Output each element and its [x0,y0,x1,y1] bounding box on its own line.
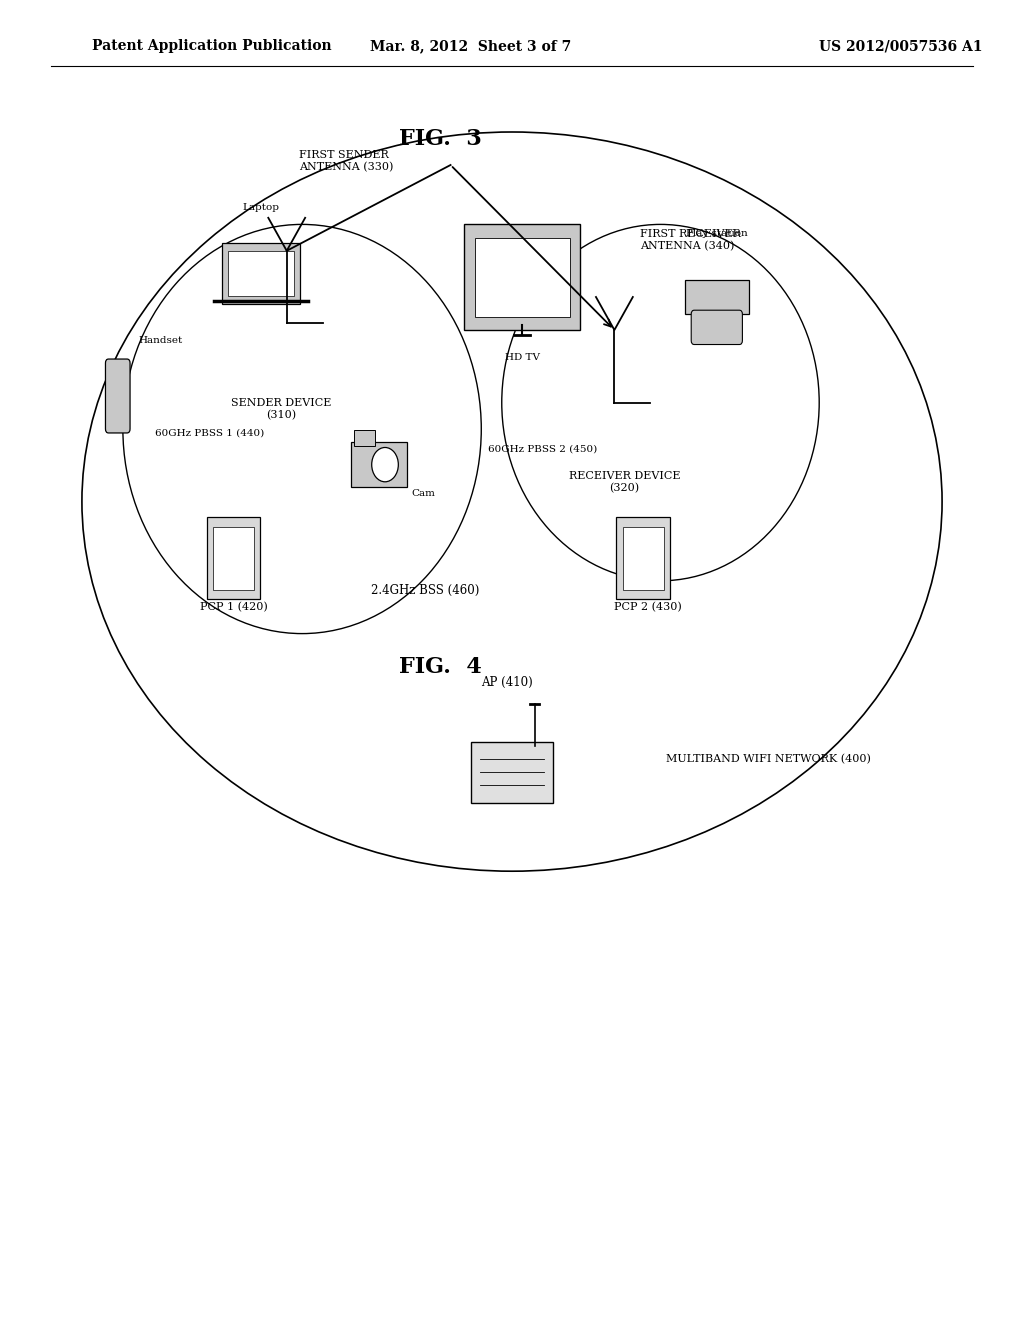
FancyBboxPatch shape [465,224,580,330]
FancyBboxPatch shape [207,517,260,599]
FancyBboxPatch shape [222,243,300,304]
FancyBboxPatch shape [685,280,749,314]
Text: MULTIBAND WIFI NETWORK (400): MULTIBAND WIFI NETWORK (400) [666,754,870,764]
FancyBboxPatch shape [623,527,664,590]
FancyBboxPatch shape [475,238,569,317]
Text: Play station: Play station [686,230,748,238]
FancyBboxPatch shape [105,359,130,433]
Text: FIRST RECEIVER
ANTENNA (340): FIRST RECEIVER ANTENNA (340) [640,230,741,251]
FancyBboxPatch shape [213,527,254,590]
Text: Laptop: Laptop [243,203,280,211]
Text: Patent Application Publication: Patent Application Publication [92,40,332,53]
Text: RECEIVER DEVICE
(320): RECEIVER DEVICE (320) [569,471,680,492]
Text: AP (410): AP (410) [481,676,532,689]
Text: HD TV: HD TV [505,354,540,362]
Text: Handset: Handset [138,337,182,345]
FancyBboxPatch shape [471,742,553,803]
FancyBboxPatch shape [354,430,375,446]
Text: PCP 1 (420): PCP 1 (420) [200,602,267,612]
Text: 60GHz PBSS 1 (440): 60GHz PBSS 1 (440) [156,429,264,437]
Text: 2.4GHz BSS (460): 2.4GHz BSS (460) [371,583,479,597]
Text: FIG.  3: FIG. 3 [399,128,481,149]
Text: FIG.  4: FIG. 4 [399,656,481,677]
Text: PCP 2 (430): PCP 2 (430) [614,602,682,612]
Text: SENDER DEVICE
(310): SENDER DEVICE (310) [231,399,332,420]
Text: Cam: Cam [412,490,435,498]
Text: FIRST SENDER
ANTENNA (330): FIRST SENDER ANTENNA (330) [299,150,393,172]
Text: Mar. 8, 2012  Sheet 3 of 7: Mar. 8, 2012 Sheet 3 of 7 [371,40,571,53]
Text: US 2012/0057536 A1: US 2012/0057536 A1 [819,40,983,53]
FancyBboxPatch shape [691,310,742,345]
Circle shape [372,447,398,482]
FancyBboxPatch shape [616,517,670,599]
FancyBboxPatch shape [228,251,294,296]
Text: 60GHz PBSS 2 (450): 60GHz PBSS 2 (450) [488,445,597,453]
FancyBboxPatch shape [351,442,407,487]
